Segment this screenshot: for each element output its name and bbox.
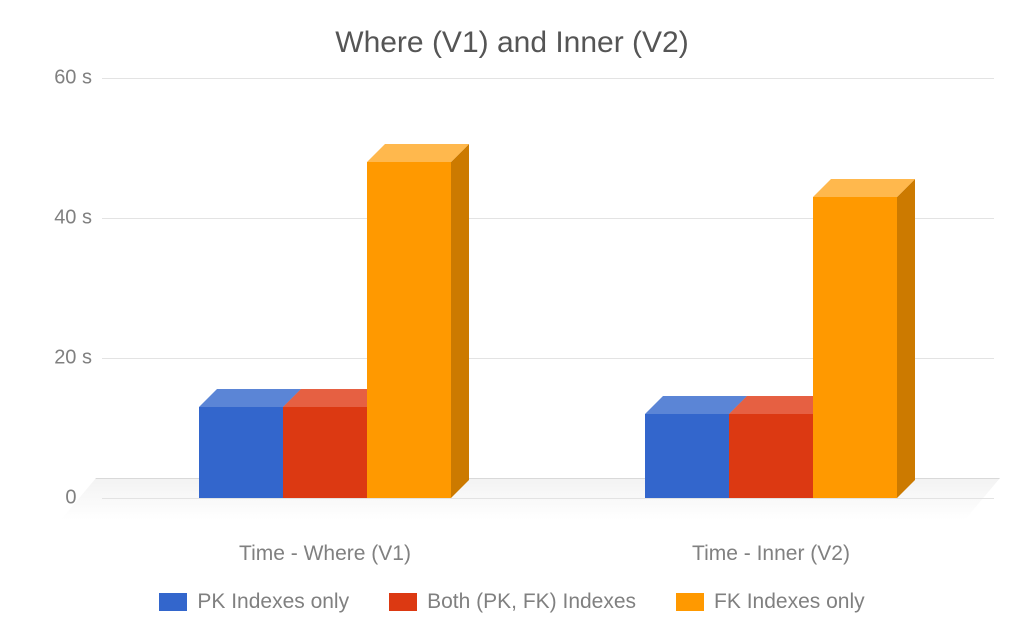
bar-front bbox=[199, 407, 283, 498]
legend-swatch bbox=[389, 593, 417, 611]
plot-area bbox=[102, 78, 994, 498]
legend-label: PK Indexes only bbox=[197, 590, 349, 614]
bar bbox=[283, 407, 367, 498]
y-tick-label: 40 s bbox=[54, 206, 92, 229]
bar-front bbox=[367, 162, 451, 498]
bar bbox=[199, 407, 283, 498]
bar bbox=[645, 414, 729, 498]
legend-swatch bbox=[159, 593, 187, 611]
x-axis: Time - Where (V1)Time - Inner (V2) bbox=[102, 542, 994, 566]
y-tick-label: 60 s bbox=[54, 67, 92, 90]
legend-item: PK Indexes only bbox=[159, 590, 349, 614]
bar-side bbox=[897, 179, 915, 498]
legend: PK Indexes only Both (PK, FK) Indexes FK I… bbox=[30, 590, 994, 614]
x-tick-label: Time - Inner (V2) bbox=[548, 542, 994, 566]
bar-top bbox=[367, 144, 469, 162]
bar-group bbox=[102, 78, 548, 498]
y-tick-label: 20 s bbox=[54, 346, 92, 369]
gridline bbox=[102, 498, 994, 499]
chart-title: Where (V1) and Inner (V2) bbox=[30, 26, 994, 60]
legend-item: FK Indexes only bbox=[676, 590, 865, 614]
bar-groups bbox=[102, 78, 994, 498]
bar-front bbox=[283, 407, 367, 498]
bar-front bbox=[729, 414, 813, 498]
bar-side bbox=[451, 144, 469, 498]
legend-swatch bbox=[676, 593, 704, 611]
legend-label: Both (PK, FK) Indexes bbox=[427, 590, 636, 614]
y-axis: 0 s20 s40 s60 s bbox=[30, 78, 102, 498]
x-tick-label: Time - Where (V1) bbox=[102, 542, 548, 566]
bar-group bbox=[548, 78, 994, 498]
bar-front bbox=[813, 197, 897, 498]
legend-item: Both (PK, FK) Indexes bbox=[389, 590, 636, 614]
chart-container: Where (V1) and Inner (V2) 0 s20 s40 s60 … bbox=[0, 0, 1024, 633]
plot-row: 0 s20 s40 s60 s bbox=[30, 78, 994, 498]
legend-label: FK Indexes only bbox=[714, 590, 865, 614]
bar bbox=[729, 414, 813, 498]
bar bbox=[367, 162, 451, 498]
bar-top bbox=[813, 179, 915, 197]
bar-front bbox=[645, 414, 729, 498]
bar bbox=[813, 197, 897, 498]
